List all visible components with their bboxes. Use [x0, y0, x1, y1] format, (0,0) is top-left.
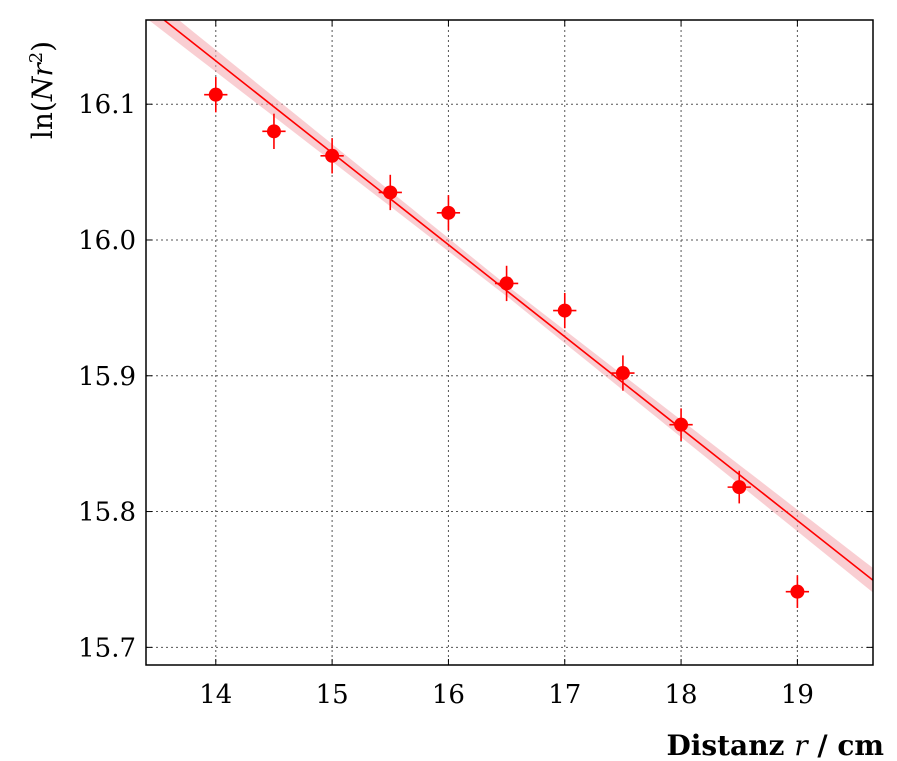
point-marker	[557, 303, 572, 318]
point-marker	[615, 366, 630, 381]
data-points	[204, 77, 810, 608]
point-marker	[790, 584, 805, 599]
data-point	[204, 77, 228, 113]
point-marker	[325, 148, 340, 163]
x-tick-label: 15	[316, 680, 349, 710]
grid	[146, 20, 873, 665]
data-point	[553, 292, 577, 329]
fit-band	[148, 20, 873, 593]
y-tick-label: 15.8	[78, 498, 136, 528]
plot-frame	[145, 19, 874, 666]
point-marker	[383, 185, 398, 200]
data-point	[436, 195, 461, 231]
data-point	[378, 174, 402, 211]
data-point	[320, 138, 344, 174]
y-axis-label: ln(Nr2)	[26, 41, 60, 139]
y-tick-label: 15.7	[78, 633, 136, 663]
point-marker	[441, 205, 456, 220]
data-point	[494, 265, 519, 302]
fit-line-group	[162, 20, 873, 581]
x-tick-label: 14	[199, 680, 232, 710]
x-tick-label: 19	[781, 680, 814, 710]
data-point	[262, 113, 286, 149]
fit-confidence-band	[148, 20, 873, 593]
data-point	[669, 408, 693, 441]
data-point	[611, 355, 635, 391]
data-point	[785, 575, 810, 608]
point-marker	[208, 87, 223, 102]
point-marker	[266, 124, 281, 139]
x-axis-label: Distanz r / cm	[666, 729, 884, 761]
y-tick-label: 16.0	[78, 226, 136, 256]
point-marker	[674, 417, 689, 432]
x-tick-label: 18	[665, 680, 698, 710]
y-tick-label: 15.9	[78, 362, 136, 392]
data-point	[727, 470, 751, 504]
point-marker	[732, 480, 747, 495]
axis-ticks: 14 15 16 17 18 19 15.7 15.8 15.9 16.0 16.1	[78, 20, 873, 710]
x-tick-label: 17	[548, 680, 581, 710]
fit-line	[162, 20, 873, 581]
x-tick-label: 16	[432, 680, 465, 710]
y-tick-label: 16.1	[78, 90, 136, 120]
point-marker	[499, 276, 514, 291]
